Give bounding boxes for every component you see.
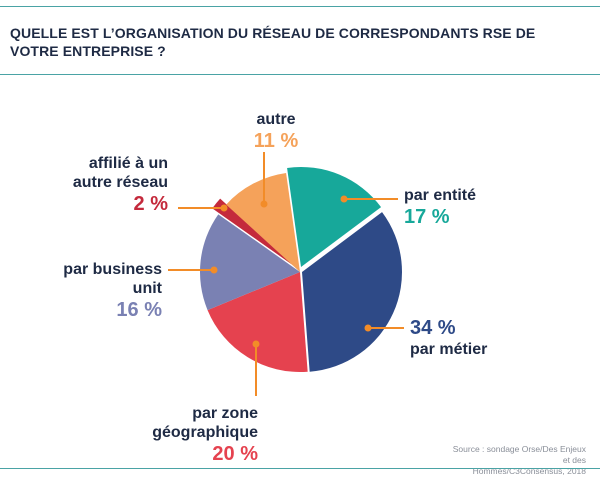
label-business-line1: par business: [63, 261, 162, 278]
label-metier-name: par métier: [410, 341, 488, 358]
pie-slice-autre: [226, 172, 300, 272]
label-affilie: affilié à un autre réseau 2 %: [48, 154, 168, 216]
label-affilie-pct: 2 %: [133, 193, 168, 215]
source-line2: Hommes/C3Consensus, 2018: [472, 466, 586, 476]
label-affilie-line2: autre réseau: [72, 174, 168, 191]
label-business-line2: unit: [132, 280, 162, 297]
label-entite-name: par entité: [404, 187, 477, 204]
leader-autre-dot: [260, 200, 268, 208]
pie-slice-affilie-a-un-autre-reseau: [212, 198, 294, 266]
label-business: par business unit 16 %: [30, 260, 162, 322]
label-affilie-line1: affilié à un: [88, 155, 168, 172]
leader-affilie-dot: [220, 204, 228, 212]
pie-slice-par-zone-geographique: [207, 272, 308, 372]
label-zone: par zone géographique 20 %: [128, 404, 258, 466]
label-metier-pct: 34 %: [410, 317, 456, 339]
pie-slice-par-entite: [287, 166, 382, 267]
source-note: Source : sondage Orse/Des Enjeux et des …: [446, 444, 586, 477]
leader-entite-dot: [340, 195, 348, 203]
label-entite: par entité 17 %: [404, 186, 524, 229]
chart-title: QUELLE EST L’ORGANISATION DU RÉSEAU DE C…: [10, 25, 536, 59]
label-metier: 34 % par métier: [410, 316, 530, 359]
leader-metier-dot: [364, 324, 372, 332]
label-autre-name: autre: [256, 111, 296, 128]
leader-business-dot: [210, 266, 218, 274]
label-zone-line2: géographique: [152, 424, 258, 441]
top-rule: [0, 6, 600, 7]
title-rule: [0, 74, 600, 75]
label-autre: autre 11 %: [236, 110, 316, 153]
bottom-rule: [0, 468, 600, 469]
pie-slice-par-metier: [302, 212, 402, 372]
label-business-pct: 16 %: [116, 299, 162, 321]
pie-slice-par-business-unit: [200, 214, 300, 311]
label-autre-pct: 11 %: [253, 130, 299, 152]
leader-zone-dot: [252, 340, 260, 348]
label-zone-pct: 20 %: [212, 443, 258, 465]
label-zone-line1: par zone: [192, 405, 258, 422]
label-entite-pct: 17 %: [404, 206, 450, 228]
source-line1: Source : sondage Orse/Des Enjeux et des: [452, 444, 586, 465]
